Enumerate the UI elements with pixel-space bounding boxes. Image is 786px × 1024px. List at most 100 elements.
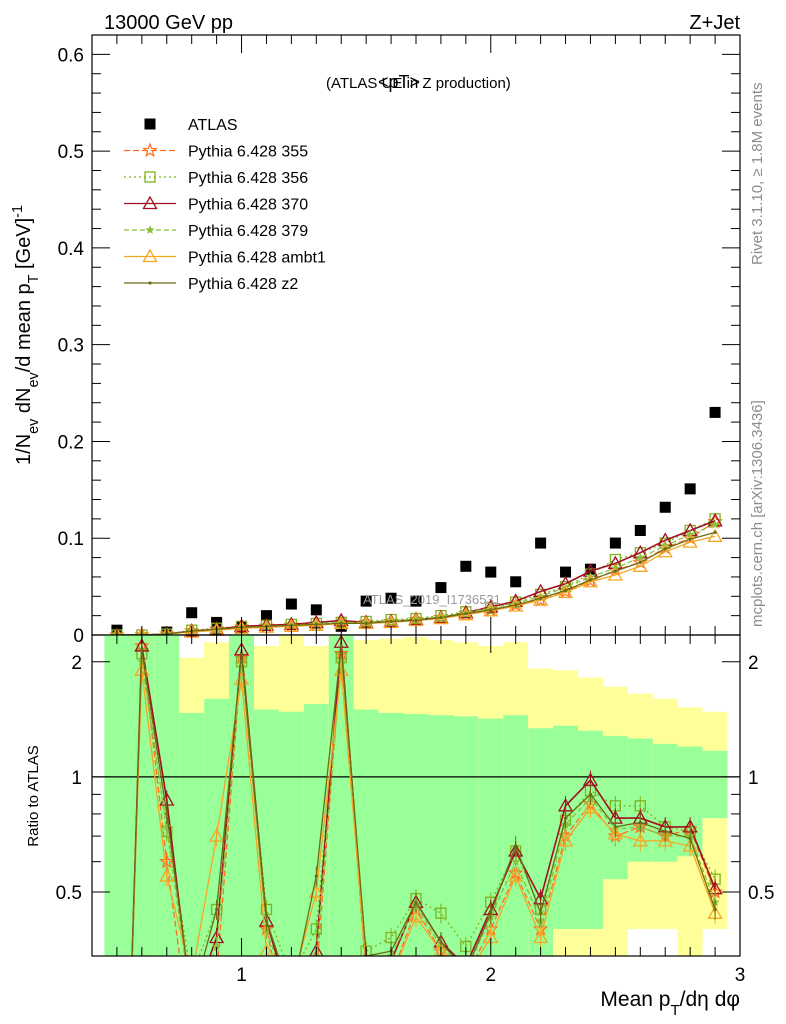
band-inner-bin — [328, 635, 354, 956]
main-plot-panel: 0 0.1 0.2 0.3 0.4 0.5 0.6 <pT> (ATLAS UE in Z … — [58, 34, 741, 647]
data-point-z2 — [563, 588, 568, 593]
ratio-point-ambt1 — [385, 970, 398, 982]
ratio-y-tick-label: 1 — [71, 768, 82, 789]
ratio-point-ambt1 — [333, 662, 349, 676]
ratio-frame — [91, 634, 741, 957]
data-point-atlas — [634, 524, 646, 536]
data-point-atlas — [659, 501, 671, 513]
data-point-p379 — [685, 529, 695, 539]
band-inner-bin — [702, 750, 728, 819]
ratio-point-z2 — [190, 999, 193, 1002]
band-inner-bin — [578, 730, 603, 930]
ratio-point-ambt1 — [682, 838, 698, 852]
uncertainty-bands — [104, 635, 728, 956]
legend-label-p379: Pythia 6.428 379 — [188, 223, 308, 240]
data-point-z2 — [613, 569, 617, 573]
data-point-z2 — [389, 619, 393, 624]
data-point-ambt1 — [607, 567, 623, 581]
x-tick-label: 3 — [735, 965, 746, 986]
ratio-point-p355 — [460, 970, 472, 982]
data-point-z2 — [713, 530, 717, 535]
ratio-point-z2 — [489, 911, 493, 915]
x-tick-label: 2 — [485, 965, 496, 986]
ratio-y-tick-label-right: 0.5 — [748, 883, 774, 904]
ratio-point-ambt1 — [582, 799, 599, 814]
x-tick-label: 1 — [236, 965, 247, 986]
band-inner-bin — [453, 716, 479, 956]
plot-title: <pT> — [378, 72, 420, 92]
ratio-point-ambt1 — [459, 970, 472, 982]
data-point-z2 — [339, 621, 343, 625]
ratio-point-z2 — [514, 844, 518, 848]
data-point-atlas — [535, 537, 547, 549]
ratio-point-z2 — [314, 874, 318, 878]
legend-marker-ambt1 — [142, 248, 158, 263]
ratio-point-z2 — [713, 907, 717, 912]
data-point-atlas — [285, 598, 297, 610]
data-point-atlas — [310, 604, 322, 616]
legend-marker-p379 — [145, 225, 155, 234]
ratio-point-p355 — [310, 970, 322, 982]
band-inner-bin — [278, 711, 304, 956]
ratio-marks — [92, 635, 740, 1011]
legend-marker-p355 — [142, 142, 158, 158]
data-point-ambt1 — [707, 528, 723, 542]
data-point-atlas — [684, 483, 696, 495]
data-point-atlas — [510, 576, 522, 588]
ratio-point-p355 — [210, 970, 222, 982]
ratio-point-z2 — [165, 812, 169, 816]
data-point-atlas — [186, 607, 198, 619]
ratio-point-ambt1 — [508, 868, 524, 882]
data-point-atlas — [360, 595, 372, 607]
data-point-z2 — [688, 537, 692, 541]
data-point-atlas — [460, 560, 472, 572]
ratio-point-z2 — [563, 816, 568, 820]
data-point-z2 — [514, 603, 518, 607]
ratio-point-ambt1 — [557, 833, 574, 847]
ratio-point-z2 — [613, 825, 617, 829]
legend-label-p370: Pythia 6.428 370 — [188, 197, 308, 214]
ratio-point-p379 — [361, 956, 371, 965]
band-inner-bin — [378, 712, 404, 956]
ratio-point-z2 — [239, 652, 244, 656]
main-y-tick-label: 0.4 — [58, 239, 85, 260]
ratio-point-p379 — [461, 966, 471, 975]
legend-marker-p370 — [142, 195, 158, 210]
data-point-z2 — [638, 560, 642, 565]
ratio-point-p356 — [187, 972, 197, 982]
band-inner-bin — [353, 709, 379, 956]
ratio-point-p356 — [435, 907, 447, 919]
ratio-y-tick-label: 0.5 — [56, 883, 82, 904]
data-point-z2 — [539, 596, 543, 600]
main-y-axis-title: 1/Nev dNev/d mean pT [GeV]-1 — [10, 205, 42, 465]
ratio-point-ambt1 — [533, 929, 549, 944]
ratio-point-p356 — [360, 945, 372, 956]
ratio-point-z2 — [290, 993, 293, 996]
plot-subtitle: (ATLAS UE in Z production) — [326, 75, 511, 92]
x-axis-title: Mean pT/dη dφ — [600, 988, 740, 1019]
data-point-atlas — [609, 537, 621, 549]
ratio-point-p379 — [187, 1002, 197, 1011]
mcplots-source-note: mcplots.cern.ch [arXiv:1306.3436] — [749, 400, 766, 627]
ratio-point-z2 — [215, 907, 219, 912]
data-point-p379 — [710, 519, 720, 529]
data-point-atlas — [260, 610, 272, 622]
data-point-atlas — [385, 592, 397, 604]
ratio-point-p379 — [287, 1002, 297, 1011]
data-point-z2 — [414, 618, 418, 623]
main-y-tick-label: 0.3 — [58, 336, 84, 357]
ratio-point-z2 — [439, 940, 443, 944]
ratio-point-z2 — [688, 836, 692, 841]
ratio-y-tick-label-right: 2 — [748, 653, 759, 674]
data-point-z2 — [439, 615, 443, 620]
legend-label-ambt1: Pythia 6.428 ambt1 — [188, 250, 326, 267]
ratio-point-p356 — [286, 972, 296, 982]
band-inner-bin — [104, 635, 130, 956]
band-inner-bin — [503, 715, 529, 956]
data-point-atlas — [410, 595, 422, 607]
main-y-tick-label: 0.5 — [58, 142, 84, 163]
ratio-y-tick-label-right: 1 — [748, 768, 759, 789]
legend-label-atlas: ATLAS — [188, 117, 238, 134]
legend-label-p355: Pythia 6.428 355 — [188, 144, 308, 161]
rivet-version-note: Rivet 3.1.10, ≥ 1.8M events — [749, 83, 766, 266]
